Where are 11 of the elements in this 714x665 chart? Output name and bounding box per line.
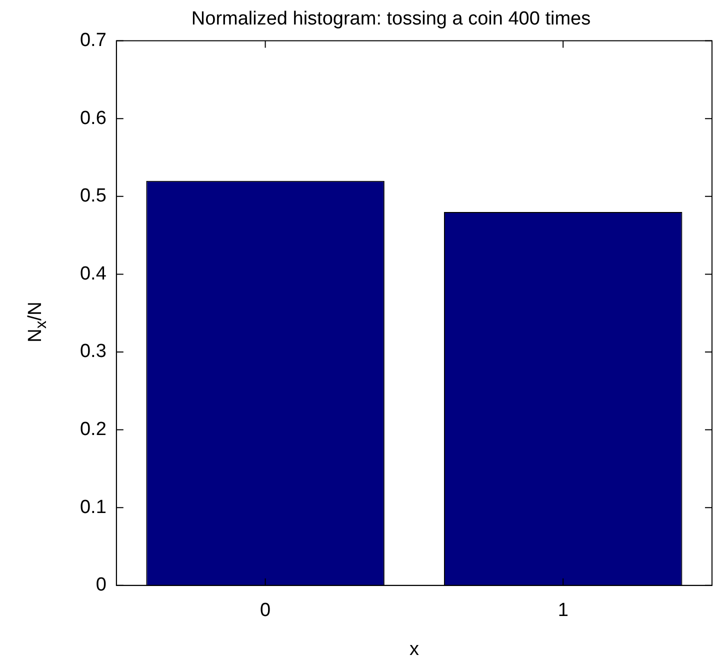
y-tick-label: 0.5: [80, 186, 106, 207]
y-tick-label: 0.1: [80, 496, 106, 518]
x-axis-title: x: [409, 638, 420, 660]
y-tick-label: 0: [96, 574, 106, 596]
y-tick-label: 0.4: [80, 263, 107, 284]
y-tick-label: 0.2: [80, 419, 106, 440]
y-tick-label: 0.3: [80, 341, 106, 362]
y-tick-label: 0.6: [80, 108, 106, 129]
y-tick-label: 0.7: [80, 30, 106, 52]
chart-title: Normalized histogram: tossing a coin 400 times: [191, 8, 591, 30]
x-tick-label: 1: [558, 600, 568, 622]
